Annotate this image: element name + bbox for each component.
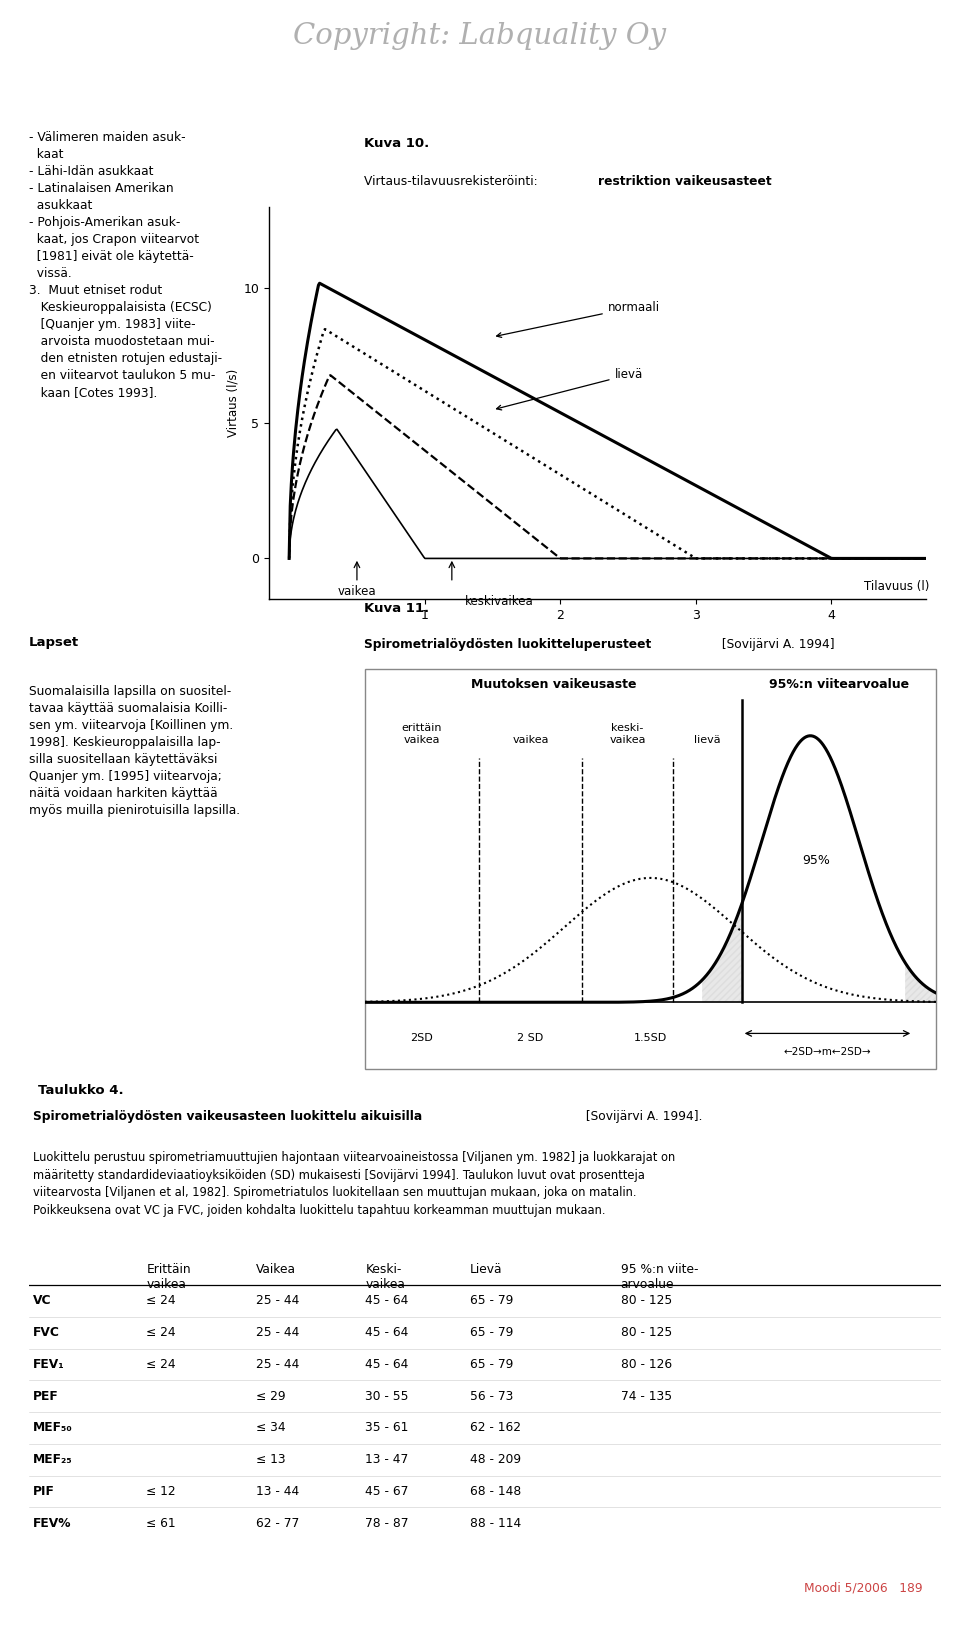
Text: 95 %:n viite-
arvoalue: 95 %:n viite- arvoalue bbox=[621, 1263, 698, 1291]
Text: Virtaus-tilavuusrekisteröinti:: Virtaus-tilavuusrekisteröinti: bbox=[364, 175, 541, 188]
Text: ≤ 24: ≤ 24 bbox=[147, 1294, 176, 1307]
Text: 2SD: 2SD bbox=[411, 1033, 433, 1043]
Text: 62 - 162: 62 - 162 bbox=[470, 1421, 521, 1435]
Text: 48 - 209: 48 - 209 bbox=[470, 1452, 521, 1466]
Text: 30 - 55: 30 - 55 bbox=[366, 1390, 409, 1402]
Text: Luokittelu perustuu spirometriamuuttujien hajontaan viitearvoaineistossa [Viljan: Luokittelu perustuu spirometriamuuttujie… bbox=[34, 1152, 676, 1217]
Text: 13 - 44: 13 - 44 bbox=[256, 1485, 300, 1498]
Text: Lapset: Lapset bbox=[29, 636, 79, 650]
Text: FEV%: FEV% bbox=[33, 1516, 71, 1529]
Text: ≤ 13: ≤ 13 bbox=[256, 1452, 285, 1466]
Text: FEV₁: FEV₁ bbox=[33, 1358, 64, 1371]
Text: lievä: lievä bbox=[694, 734, 721, 744]
Text: 65 - 79: 65 - 79 bbox=[470, 1327, 514, 1340]
Text: [Sovijärvi A. 1994].: [Sovijärvi A. 1994]. bbox=[583, 1110, 703, 1123]
Text: 13 - 47: 13 - 47 bbox=[366, 1452, 409, 1466]
Text: Lievä: Lievä bbox=[470, 1263, 503, 1276]
Text: 80 - 125: 80 - 125 bbox=[621, 1294, 672, 1307]
Text: lievä: lievä bbox=[496, 369, 643, 410]
Text: 95%:n viitearvoalue: 95%:n viitearvoalue bbox=[769, 679, 909, 692]
Text: ≤ 61: ≤ 61 bbox=[147, 1516, 176, 1529]
Text: 25 - 44: 25 - 44 bbox=[256, 1294, 300, 1307]
Text: ≤ 34: ≤ 34 bbox=[256, 1421, 285, 1435]
Text: normaali: normaali bbox=[496, 300, 660, 338]
Text: FVC: FVC bbox=[33, 1327, 60, 1340]
Text: Tilavuus (l): Tilavuus (l) bbox=[864, 579, 929, 592]
Text: 25 - 44: 25 - 44 bbox=[256, 1358, 300, 1371]
Text: erittäin
vaikea: erittäin vaikea bbox=[401, 723, 443, 744]
Text: 35 - 61: 35 - 61 bbox=[366, 1421, 409, 1435]
Text: keski-
vaikea: keski- vaikea bbox=[610, 723, 646, 744]
Text: MEF₂₅: MEF₂₅ bbox=[33, 1452, 72, 1466]
Text: ≤ 29: ≤ 29 bbox=[256, 1390, 285, 1402]
Text: keskivaikea: keskivaikea bbox=[465, 596, 534, 607]
Text: MEF₅₀: MEF₅₀ bbox=[33, 1421, 72, 1435]
Text: 2 SD: 2 SD bbox=[517, 1033, 543, 1043]
Text: Muutoksen vaikeusaste: Muutoksen vaikeusaste bbox=[470, 679, 636, 692]
Text: ≤ 12: ≤ 12 bbox=[147, 1485, 176, 1498]
Text: PIF: PIF bbox=[33, 1485, 55, 1498]
Text: PEF: PEF bbox=[33, 1390, 59, 1402]
Text: ←2SD→m←2SD→: ←2SD→m←2SD→ bbox=[783, 1046, 872, 1058]
Text: 56 - 73: 56 - 73 bbox=[470, 1390, 514, 1402]
Text: Erittäin
vaikea: Erittäin vaikea bbox=[147, 1263, 191, 1291]
Text: Moodi 5/2006   189: Moodi 5/2006 189 bbox=[804, 1581, 923, 1594]
Text: 78 - 87: 78 - 87 bbox=[366, 1516, 409, 1529]
Text: Spirometrialöydösten vaikeusasteen luokittelu aikuisilla: Spirometrialöydösten vaikeusasteen luoki… bbox=[34, 1110, 422, 1123]
Text: 95%: 95% bbox=[803, 854, 830, 867]
Text: 25 - 44: 25 - 44 bbox=[256, 1327, 300, 1340]
Text: Spirometrialöydösten luokitteluperusteet: Spirometrialöydösten luokitteluperusteet bbox=[364, 638, 651, 651]
Text: Kuva 11.: Kuva 11. bbox=[364, 602, 429, 615]
Text: Taulukko 4.: Taulukko 4. bbox=[38, 1084, 124, 1097]
Text: - Välimeren maiden asuk-
  kaat
- Lähi-Idän asukkaat
- Latinalaisen Amerikan
  a: - Välimeren maiden asuk- kaat - Lähi-Idä… bbox=[29, 131, 222, 398]
Text: 45 - 64: 45 - 64 bbox=[366, 1327, 409, 1340]
Text: 45 - 64: 45 - 64 bbox=[366, 1294, 409, 1307]
Text: vaikea: vaikea bbox=[338, 586, 376, 599]
Text: [Sovijärvi A. 1994]: [Sovijärvi A. 1994] bbox=[718, 638, 835, 651]
Text: 62 - 77: 62 - 77 bbox=[256, 1516, 300, 1529]
Text: 68 - 148: 68 - 148 bbox=[470, 1485, 521, 1498]
Text: 65 - 79: 65 - 79 bbox=[470, 1294, 514, 1307]
Text: Copyright: Labquality Oy: Copyright: Labquality Oy bbox=[294, 21, 666, 51]
Text: 80 - 125: 80 - 125 bbox=[621, 1327, 672, 1340]
Text: VC: VC bbox=[33, 1294, 51, 1307]
Text: 1.5SD: 1.5SD bbox=[634, 1033, 667, 1043]
Text: Keski-
vaikea: Keski- vaikea bbox=[366, 1263, 405, 1291]
Text: restriktion vaikeusasteet: restriktion vaikeusasteet bbox=[598, 175, 772, 188]
Text: vaikea: vaikea bbox=[513, 734, 549, 744]
Text: ≤ 24: ≤ 24 bbox=[147, 1327, 176, 1340]
Text: 74 - 135: 74 - 135 bbox=[621, 1390, 672, 1402]
Text: Kuva 10.: Kuva 10. bbox=[364, 137, 429, 150]
Y-axis label: Virtaus (l/s): Virtaus (l/s) bbox=[226, 369, 239, 437]
Text: 45 - 67: 45 - 67 bbox=[366, 1485, 409, 1498]
Text: 65 - 79: 65 - 79 bbox=[470, 1358, 514, 1371]
Text: Vaikea: Vaikea bbox=[256, 1263, 296, 1276]
Text: Suomalaisilla lapsilla on suositel-
tavaa käyttää suomalaisia Koilli-
sen ym. vi: Suomalaisilla lapsilla on suositel- tava… bbox=[29, 685, 240, 818]
Text: 88 - 114: 88 - 114 bbox=[470, 1516, 521, 1529]
Text: 80 - 126: 80 - 126 bbox=[621, 1358, 672, 1371]
Text: ≤ 24: ≤ 24 bbox=[147, 1358, 176, 1371]
Text: 45 - 64: 45 - 64 bbox=[366, 1358, 409, 1371]
